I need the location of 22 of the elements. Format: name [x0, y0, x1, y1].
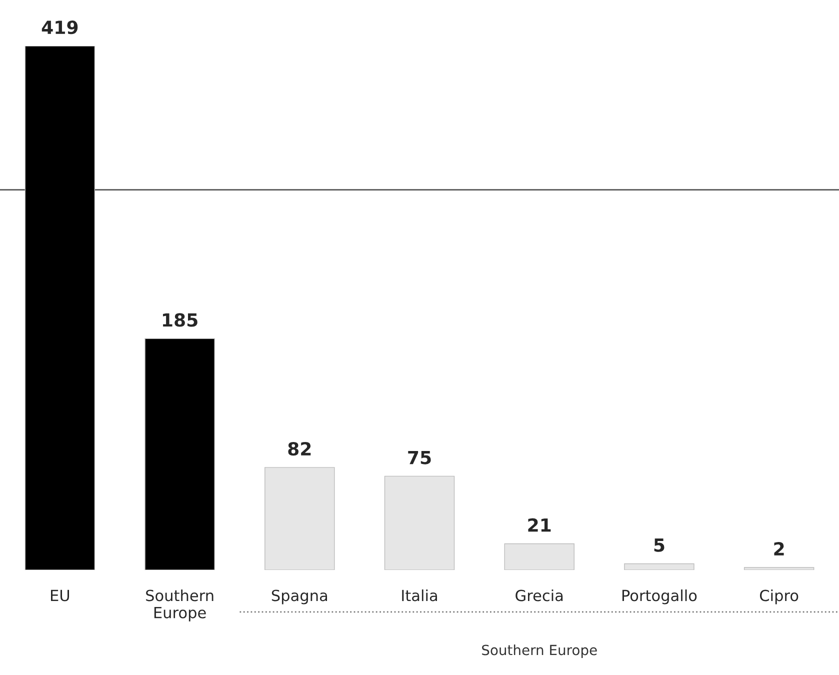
data-label: 419 [42, 20, 78, 34]
x-tick-label: Grecia [516, 589, 563, 602]
bar [24, 46, 96, 570]
bar [144, 338, 215, 570]
x-tick-label: EU [51, 590, 70, 602]
data-label: 5 [654, 538, 664, 552]
data-label: 21 [528, 518, 551, 532]
bar [744, 567, 814, 570]
x-tick-label: Cipro [760, 589, 798, 604]
bar [624, 563, 694, 570]
bar [384, 476, 455, 570]
x-tick-label: Spagna [272, 590, 328, 604]
data-label: 185 [162, 313, 198, 327]
x-tick-label: Southern Europe [146, 589, 214, 622]
bar [504, 543, 574, 570]
x-tick-label: Italia [402, 589, 437, 602]
data-label: 82 [288, 442, 311, 456]
x-tick-label: Portogallo [622, 589, 697, 604]
data-label: 2 [774, 542, 784, 556]
bar [264, 467, 335, 570]
data-label: 75 [408, 450, 431, 464]
text: Southern Europe [482, 644, 597, 658]
